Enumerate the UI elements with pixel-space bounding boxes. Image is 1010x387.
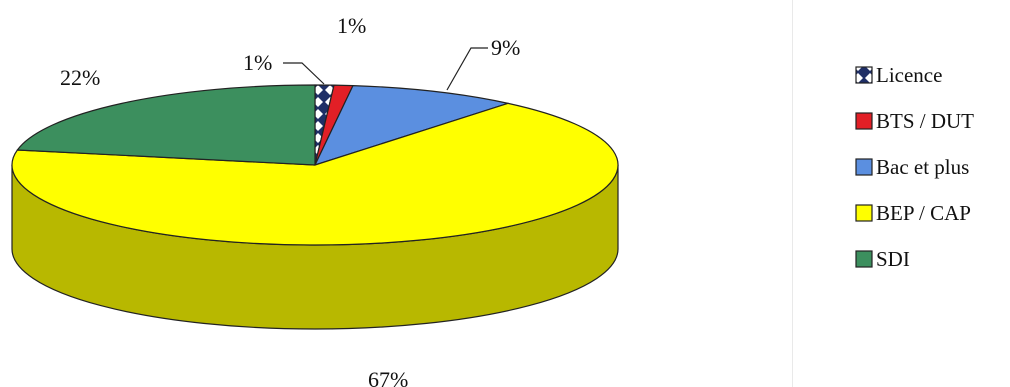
data-labels: 1% 1% 9% 67% 22%	[60, 13, 520, 387]
pie-slice-sdi	[16, 84, 316, 166]
leader-lines	[283, 47, 488, 91]
pie-slice-bep-cap	[11, 102, 619, 246]
leader-line	[283, 62, 325, 85]
legend-label-sdi: SDI	[876, 247, 910, 271]
pie-top-slices	[11, 84, 619, 246]
data-label-bac-et-plus: 9%	[491, 35, 520, 60]
legend-label-bts-dut: BTS / DUT	[876, 109, 974, 133]
divider	[792, 0, 793, 387]
legend-swatch-bac-et-plus	[855, 158, 873, 176]
data-label-licence: 1%	[243, 50, 272, 75]
legend: Licence BTS / DUT Bac et plus BEP / CAP SDI	[855, 63, 974, 271]
leader-line	[446, 47, 488, 91]
legend-label-bac-et-plus: Bac et plus	[876, 155, 969, 179]
legend-swatch-licence	[855, 66, 873, 84]
legend-label-bep-cap: BEP / CAP	[876, 201, 971, 225]
data-label-sdi: 22%	[60, 65, 100, 90]
legend-swatch-bts-dut	[855, 112, 873, 130]
legend-swatch-bep-cap	[855, 204, 873, 222]
legend-swatch-sdi	[855, 250, 873, 268]
legend-label-licence: Licence	[876, 63, 942, 87]
pie-slice-bac-et-plus	[314, 85, 509, 166]
data-label-bep-cap: 67%	[368, 367, 408, 387]
data-label-bts-dut: 1%	[337, 13, 366, 38]
